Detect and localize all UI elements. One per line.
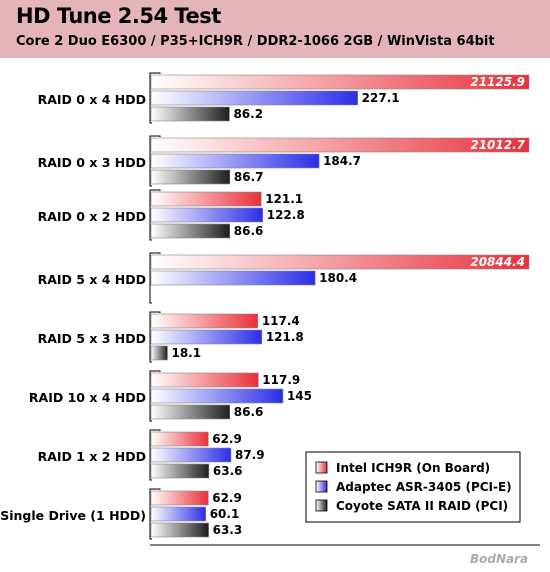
bar <box>151 107 229 121</box>
data-label: 86.6 <box>234 405 264 419</box>
legend-label: Intel ICH9R (On Board) <box>336 461 490 475</box>
category-label: RAID 10 x 4 HDD <box>29 390 146 405</box>
bar <box>151 192 261 206</box>
legend-label: Coyote SATA II RAID (PCI) <box>336 499 508 513</box>
data-label: 87.9 <box>235 448 265 462</box>
category-group: RAID 5 x 3 HDD 117.4 121.8 18.1 <box>38 312 304 363</box>
bar <box>151 208 263 222</box>
bar <box>151 170 230 184</box>
category-label: RAID 0 x 2 HDD <box>38 209 146 224</box>
data-label: 18.1 <box>171 346 201 360</box>
data-label: 145 <box>287 389 312 403</box>
bar <box>151 154 319 168</box>
category-group: RAID 5 x 4 HDD 20844.4 180.4 <box>38 253 529 304</box>
bar <box>151 432 208 446</box>
category-label: Single Drive (1 HDD) <box>0 508 146 523</box>
data-label: 121.8 <box>266 330 304 344</box>
data-label: 20844.4 <box>470 255 525 269</box>
bar <box>151 523 209 537</box>
data-label: 60.1 <box>210 507 240 521</box>
bar <box>151 314 258 328</box>
bar <box>151 464 209 478</box>
data-label: 180.4 <box>319 271 357 285</box>
category-label: RAID 0 x 3 HDD <box>38 155 146 170</box>
data-label: 63.3 <box>213 523 243 537</box>
bar <box>151 91 358 105</box>
legend-label: Adaptec ASR-3405 (PCI-E) <box>336 480 512 494</box>
bar <box>151 224 230 238</box>
legend: Intel ICH9R (On Board) Adaptec ASR-3405 (… <box>306 452 520 522</box>
watermark: BodNara <box>470 552 528 566</box>
data-label: 121.1 <box>265 192 303 206</box>
data-label: 117.4 <box>262 314 300 328</box>
category-label: RAID 1 x 2 HDD <box>38 449 146 464</box>
category-label: RAID 0 x 4 HDD <box>38 92 146 107</box>
data-label: 62.9 <box>212 432 242 446</box>
legend-swatch <box>316 500 327 511</box>
data-label: 117.9 <box>262 373 300 387</box>
bar <box>151 448 231 462</box>
legend-swatch <box>316 481 327 492</box>
data-label: 62.9 <box>212 491 242 505</box>
bar <box>151 346 167 360</box>
category-group: Single Drive (1 HDD) 62.9 60.1 63.3 <box>0 489 242 540</box>
bar <box>151 491 208 505</box>
category-group: RAID 10 x 4 HDD 117.9 145 86.6 <box>29 371 312 422</box>
category-group: RAID 1 x 2 HDD 62.9 87.9 63.6 <box>38 430 265 481</box>
data-label: 63.6 <box>213 464 243 478</box>
data-label: 86.2 <box>233 107 263 121</box>
data-label: 184.7 <box>323 154 361 168</box>
data-label: 86.7 <box>234 170 264 184</box>
data-label: 227.1 <box>362 91 400 105</box>
category-label: RAID 5 x 4 HDD <box>38 272 146 287</box>
legend-swatch <box>316 462 327 473</box>
category-label: RAID 5 x 3 HDD <box>38 331 146 346</box>
data-label: 122.8 <box>267 208 305 222</box>
bar <box>151 405 230 419</box>
data-label: 21012.7 <box>470 138 525 152</box>
bar <box>151 389 283 403</box>
bar <box>151 373 258 387</box>
bar <box>151 507 206 521</box>
category-group: RAID 0 x 4 HDD 21125.9 227.1 86.2 <box>38 73 529 124</box>
category-group: RAID 0 x 2 HDD 121.1 122.886.6 <box>38 190 305 241</box>
data-label: 21125.9 <box>470 75 525 89</box>
bar <box>151 330 262 344</box>
category-group: RAID 0 x 3 HDD 21012.7 184.7 86.7 <box>38 136 529 187</box>
bar <box>151 271 315 285</box>
data-label: 86.6 <box>234 224 264 238</box>
